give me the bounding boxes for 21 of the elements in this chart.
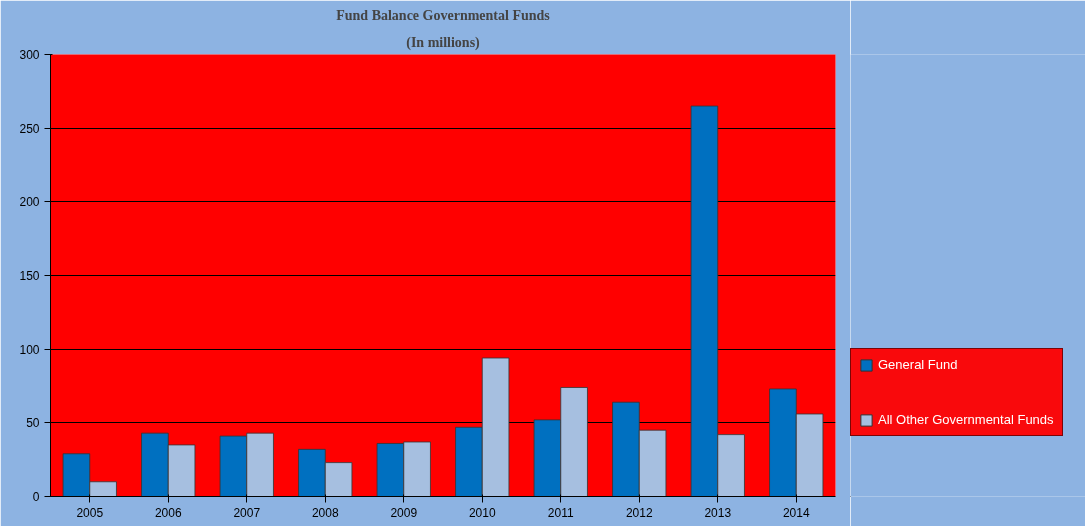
y-tick-label: 0 <box>32 490 40 504</box>
y-tick-label: 300 <box>19 48 40 62</box>
x-tick-label: 2013 <box>704 505 732 520</box>
x-tick-label: 2012 <box>625 505 653 520</box>
y-tick-label: 100 <box>19 342 40 357</box>
y-tick-label: 150 <box>19 269 40 283</box>
chart-subtitle: (In millions) <box>406 34 481 51</box>
y-tick-label: 250 <box>19 121 40 136</box>
x-tick-label: 2007 <box>233 505 261 520</box>
x-tick-label: 2011 <box>547 505 574 520</box>
x-tick-label: 2009 <box>390 505 418 520</box>
legend-label: General Fund <box>878 357 958 372</box>
y-tick-label: 200 <box>19 195 40 210</box>
legend-label: All Other Governmental Funds <box>878 412 1054 427</box>
x-tick-label: 2006 <box>154 505 182 520</box>
x-tick-label: 2014 <box>782 505 810 520</box>
x-tick-label: 2008 <box>311 505 339 520</box>
y-tick-label: 50 <box>26 416 40 431</box>
chart-title: Fund Balance Governmental Funds <box>336 7 551 23</box>
x-tick-label: 2010 <box>468 505 496 520</box>
x-tick-label: 2005 <box>76 505 104 520</box>
